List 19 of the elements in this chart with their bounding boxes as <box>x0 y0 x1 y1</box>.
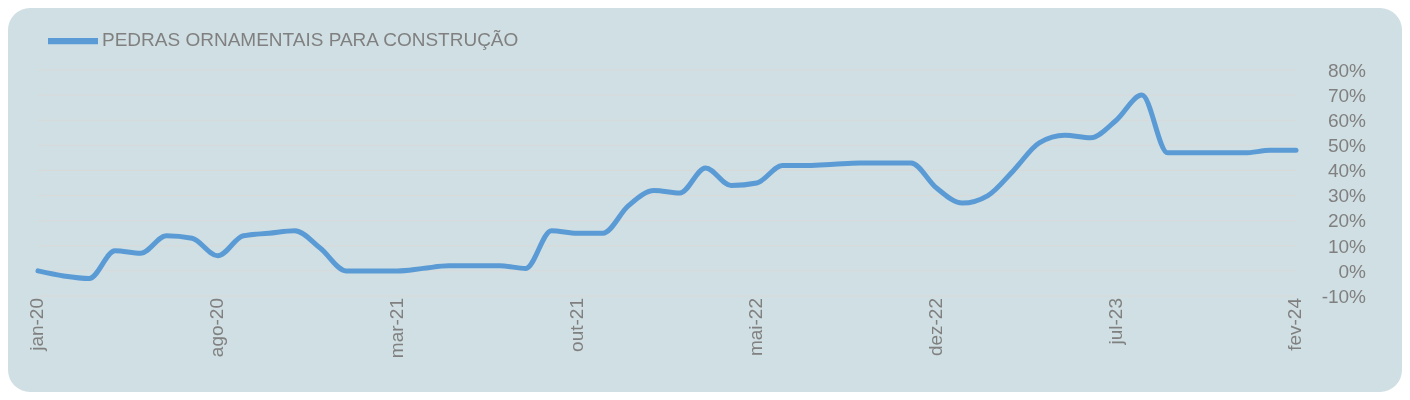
y-tick-label: 80% <box>1327 59 1367 81</box>
y-tick-label: 0% <box>1338 260 1367 282</box>
x-tick-label: ago-20 <box>206 298 228 358</box>
y-tick-label: 10% <box>1327 235 1367 257</box>
x-tick-label: mai-22 <box>745 298 767 357</box>
y-tick-label: 70% <box>1327 84 1367 106</box>
x-tick-label: dez-22 <box>925 298 947 357</box>
x-tick-label: out-21 <box>565 298 587 352</box>
x-tick-label: fev-24 <box>1284 297 1306 351</box>
x-tick-label: jul-23 <box>1104 298 1126 346</box>
y-tick-label: 60% <box>1327 109 1367 131</box>
y-tick-label: 20% <box>1327 210 1367 232</box>
y-tick-label: 30% <box>1327 185 1367 207</box>
y-tick-label: 50% <box>1327 135 1367 157</box>
y-tick-label: -10% <box>1321 285 1367 307</box>
x-tick-label: mar-21 <box>385 298 407 359</box>
legend-label: PEDRAS ORNAMENTAIS PARA CONSTRUÇÃO <box>102 29 519 51</box>
y-tick-label: 40% <box>1327 160 1367 182</box>
x-tick-label: jan-20 <box>26 298 48 352</box>
